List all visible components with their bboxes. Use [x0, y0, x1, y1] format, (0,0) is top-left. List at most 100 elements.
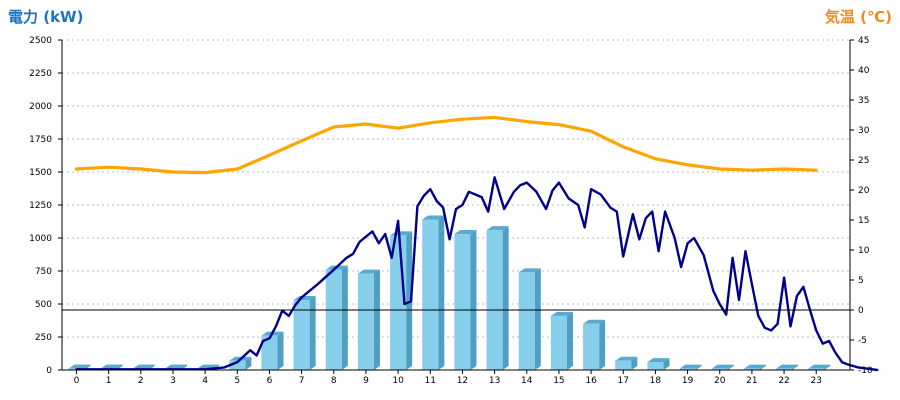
bar-side	[502, 226, 509, 370]
bar	[518, 268, 541, 370]
bar-side	[727, 364, 734, 370]
bar-top	[100, 364, 123, 369]
left-tick-label: 1500	[29, 168, 52, 178]
left-tick-label: 2000	[29, 102, 52, 112]
bar-front	[647, 362, 664, 370]
bar-front	[615, 360, 632, 370]
bar-top	[454, 230, 477, 235]
right-tick-label: 25	[858, 156, 869, 166]
bar-top	[679, 364, 702, 369]
bar	[711, 364, 734, 370]
bar-front	[422, 219, 439, 370]
x-tick-label: 17	[618, 376, 629, 386]
bar	[325, 265, 348, 370]
x-tick-label: 18	[650, 376, 662, 386]
bar-side	[406, 231, 413, 370]
x-tick-label: 13	[489, 376, 500, 386]
x-tick-label: 19	[682, 376, 694, 386]
x-tick-label: 16	[585, 376, 597, 386]
bar-top	[132, 364, 155, 369]
bar-side	[470, 230, 477, 370]
x-tick-label: 6	[267, 376, 273, 386]
bar-front	[583, 323, 600, 370]
bar-side	[309, 296, 316, 370]
bar-side	[277, 331, 284, 370]
left-tick-label: 500	[35, 300, 52, 310]
bar-top	[164, 364, 188, 369]
bar-top	[743, 364, 766, 369]
left-tick-label: 750	[35, 267, 52, 277]
right-tick-label: 0	[858, 306, 864, 316]
bar-top	[647, 358, 670, 363]
bar-front	[808, 368, 825, 370]
bar-side	[695, 364, 702, 370]
bar-top	[711, 364, 734, 369]
left-tick-label: 1000	[29, 234, 52, 244]
bar-top	[422, 215, 445, 220]
x-tick-label: 5	[234, 376, 240, 386]
bar-side	[759, 364, 766, 370]
right-tick-label: 20	[858, 186, 870, 196]
bar	[422, 215, 445, 370]
x-tick-label: 20	[714, 376, 726, 386]
bar	[293, 296, 316, 370]
bar-top	[550, 311, 573, 316]
bar-side	[341, 265, 348, 370]
bar-side	[824, 364, 831, 370]
left-tick-label: 2500	[29, 36, 52, 46]
x-tick-label: 9	[363, 376, 369, 386]
bar	[647, 358, 670, 370]
bar-front	[550, 315, 567, 370]
bar-front	[325, 269, 342, 370]
bar	[583, 319, 606, 370]
left-tick-label: 2250	[29, 69, 52, 79]
left-axis-title: 電力 (kW)	[8, 8, 83, 26]
x-tick-label: 11	[425, 376, 436, 386]
x-tick-label: 4	[202, 376, 208, 386]
bar-front	[743, 368, 760, 370]
bar	[743, 364, 766, 370]
bar	[454, 230, 477, 370]
x-tick-label: 10	[392, 376, 404, 386]
left-tick-label: 1250	[29, 201, 52, 211]
bar-front	[357, 273, 374, 370]
bar-front	[229, 360, 246, 370]
bar	[615, 356, 638, 370]
right-axis-title: 気温 (℃)	[825, 8, 892, 26]
bar-front	[261, 335, 278, 370]
bar	[486, 226, 509, 370]
bar-side	[245, 356, 252, 370]
temperature-line	[74, 115, 818, 175]
bar-side	[438, 215, 445, 370]
power-line	[75, 176, 879, 372]
left-tick-label: 1750	[29, 135, 52, 145]
x-tick-label: 2	[138, 376, 144, 386]
bar	[679, 364, 702, 370]
bar-side	[534, 268, 541, 370]
bar-front	[486, 230, 503, 370]
bar-top	[776, 364, 799, 369]
bar-top	[583, 319, 606, 324]
bar-top	[68, 364, 91, 369]
bar-side	[599, 319, 606, 370]
bar-front	[711, 368, 728, 370]
bar	[808, 364, 831, 370]
right-tick-label: 5	[858, 276, 864, 286]
right-tick-label: -5	[858, 336, 867, 346]
x-tick-label: 7	[299, 376, 305, 386]
x-tick-label: 21	[746, 376, 757, 386]
right-tick-label: 30	[858, 126, 870, 136]
right-tick-label: 45	[858, 36, 869, 46]
left-tick-label: 250	[35, 333, 52, 343]
right-tick-label: -10	[858, 366, 873, 376]
right-tick-label: 40	[858, 66, 870, 76]
bar-front	[518, 272, 535, 370]
bar-front	[679, 368, 696, 370]
bar-front	[454, 234, 471, 370]
bar-top	[808, 364, 831, 369]
bar-front	[293, 300, 310, 370]
x-tick-label: 0	[74, 376, 80, 386]
right-tick-label: 35	[858, 96, 869, 106]
